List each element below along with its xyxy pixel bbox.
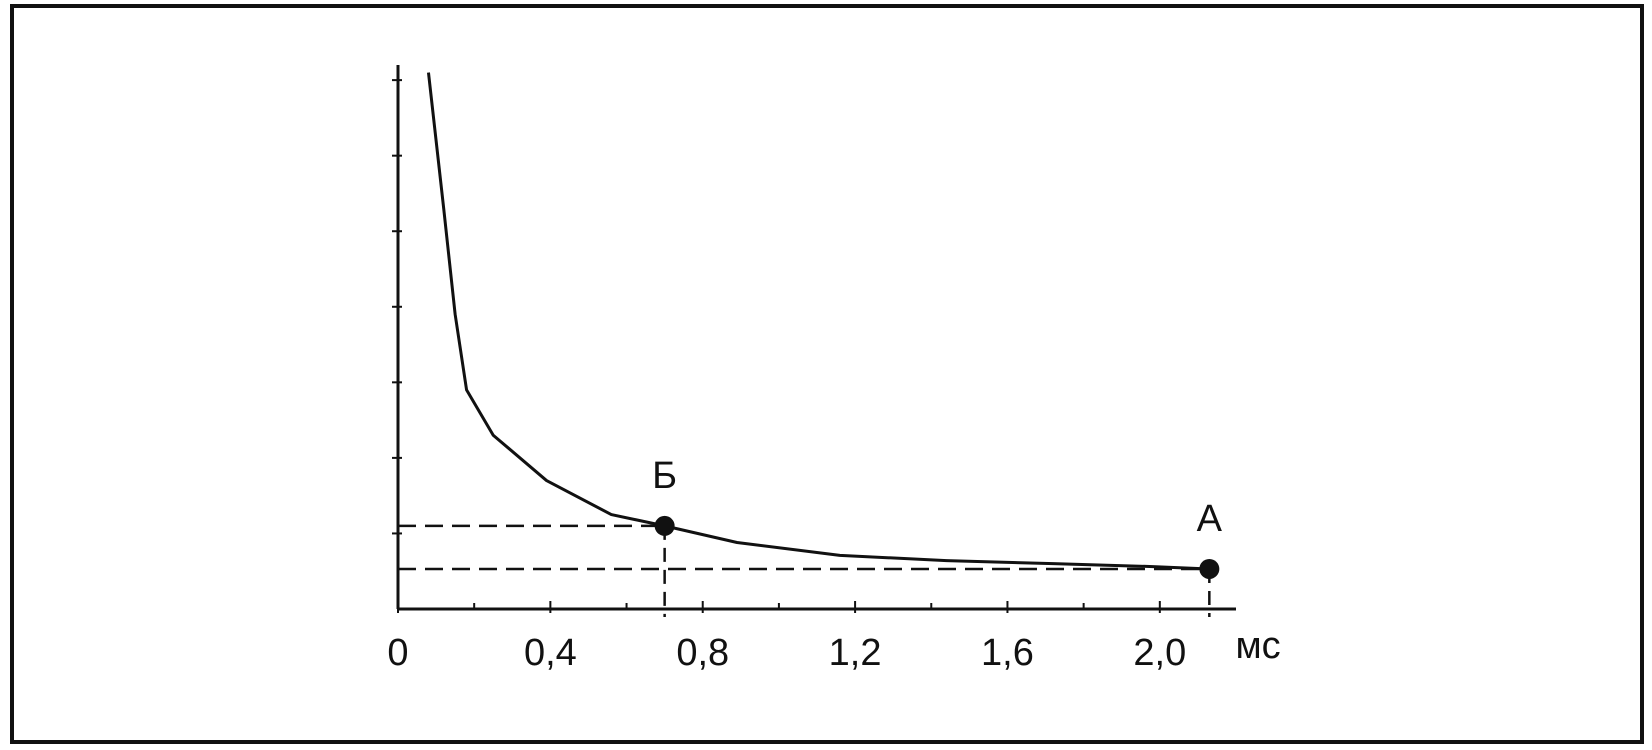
point-label: Б xyxy=(652,455,677,497)
point xyxy=(1199,558,1220,579)
x-tick-label: 1,6 xyxy=(981,632,1034,674)
x-axis-unit: мс xyxy=(1235,625,1280,667)
x-tick-label: 0,8 xyxy=(676,632,729,674)
x-tick-label: 0 xyxy=(387,632,408,674)
x-tick-label: 2,0 xyxy=(1133,632,1186,674)
frame xyxy=(10,4,1644,744)
point xyxy=(654,515,675,536)
curve xyxy=(426,72,1210,571)
x-tick-label: 1,2 xyxy=(829,632,882,674)
point-label: А xyxy=(1197,498,1223,540)
x-tick-label: 0,4 xyxy=(524,632,577,674)
